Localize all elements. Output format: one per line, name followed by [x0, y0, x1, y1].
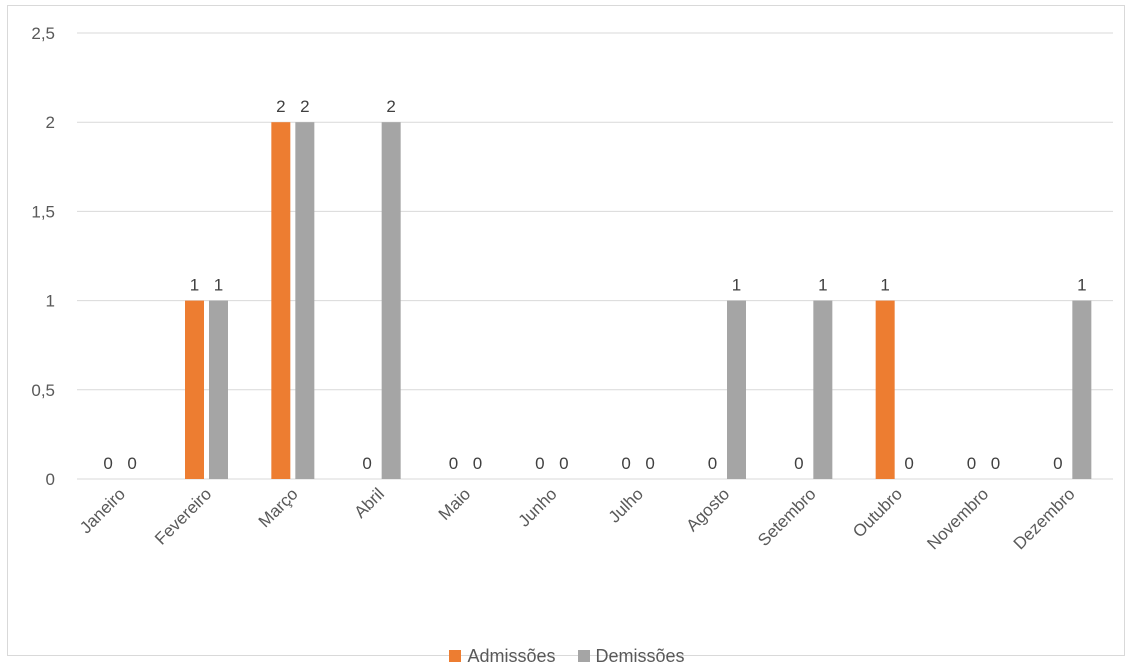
x-tick-label: Setembro	[754, 484, 820, 550]
bars	[185, 122, 1092, 479]
x-tick-label: Fevereiro	[151, 484, 215, 548]
x-tick-label: Outubro	[849, 484, 906, 541]
data-label: 0	[362, 454, 371, 473]
data-label: 1	[732, 276, 741, 295]
legend-label-admissoes: Admissões	[467, 645, 556, 666]
x-tick-label: Dezembro	[1010, 484, 1079, 553]
data-label: 2	[300, 97, 309, 116]
bar-demissoes	[727, 300, 746, 479]
data-label: 0	[904, 454, 913, 473]
bar-admissoes	[875, 300, 895, 479]
data-label: 0	[127, 454, 136, 473]
bar-demissoes	[209, 300, 228, 479]
x-axis-ticks: Janeiro Fevereiro Março Abril Maio Junho Julho…	[76, 484, 1079, 553]
data-label: 1	[214, 276, 223, 295]
data-label: 0	[449, 454, 458, 473]
data-label: 0	[645, 454, 654, 473]
data-label: 2	[386, 97, 395, 116]
y-tick-label: 1,5	[31, 202, 55, 221]
y-tick-label: 2,5	[31, 24, 55, 43]
data-label: 0	[1053, 454, 1062, 473]
data-label: 1	[1077, 276, 1086, 295]
data-label: 0	[708, 454, 717, 473]
gridlines	[77, 32, 1113, 480]
x-tick-label: Maio	[435, 484, 474, 523]
x-tick-label: Julho	[605, 484, 647, 526]
data-label: 0	[794, 454, 803, 473]
x-tick-label: Janeiro	[76, 484, 129, 537]
x-tick-label: Junho	[514, 484, 560, 530]
x-tick-label: Agosto	[682, 484, 733, 535]
data-label: 2	[276, 97, 285, 116]
data-label: 1	[818, 276, 827, 295]
bar-demissoes	[1072, 300, 1092, 479]
bar-admissoes	[271, 122, 291, 479]
y-tick-label: 2	[46, 113, 55, 132]
legend: Admissões Demissões	[0, 641, 1134, 671]
data-label: 0	[967, 454, 976, 473]
data-label: 0	[559, 454, 568, 473]
y-tick-label: 0,5	[31, 381, 55, 400]
data-label: 1	[880, 276, 889, 295]
bar-admissoes	[185, 300, 204, 479]
y-axis-ticks: 0 0,5 1 1,5 2 2,5	[31, 24, 55, 489]
data-label: 0	[621, 454, 630, 473]
legend-item-demissoes: Demissões	[577, 645, 685, 667]
legend-swatch-admissoes	[449, 650, 462, 662]
data-label: 0	[103, 454, 112, 473]
data-label: 0	[991, 454, 1000, 473]
x-tick-label: Março	[255, 484, 302, 531]
bar-demissoes	[813, 300, 833, 479]
x-tick-label: Novembro	[923, 484, 992, 553]
y-tick-label: 1	[46, 292, 55, 311]
legend-label-demissoes: Demissões	[595, 645, 685, 666]
data-label: 1	[190, 276, 199, 295]
legend-item-admissoes: Admissões	[449, 645, 556, 667]
bar-demissoes	[381, 122, 401, 479]
y-tick-label: 0	[46, 470, 55, 489]
legend-swatch-demissoes	[577, 650, 590, 662]
x-tick-label: Abril	[351, 484, 388, 521]
bar-demissoes	[295, 122, 315, 479]
data-label: 0	[535, 454, 544, 473]
data-label: 0	[473, 454, 482, 473]
